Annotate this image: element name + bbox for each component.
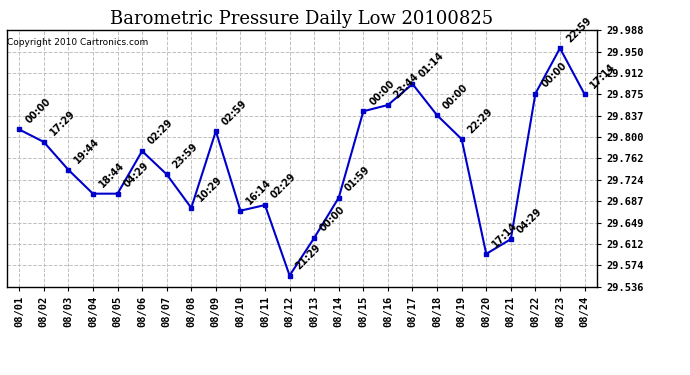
- Text: Copyright 2010 Cartronics.com: Copyright 2010 Cartronics.com: [8, 38, 149, 47]
- Text: 17:29: 17:29: [48, 109, 77, 138]
- Text: 00:00: 00:00: [23, 96, 52, 125]
- Text: 23:59: 23:59: [171, 141, 200, 170]
- Text: 19:44: 19:44: [72, 136, 101, 166]
- Text: 16:14: 16:14: [244, 178, 273, 207]
- Text: 10:29: 10:29: [195, 175, 224, 204]
- Text: 00:00: 00:00: [368, 78, 397, 107]
- Text: 01:14: 01:14: [417, 51, 446, 80]
- Text: 21:29: 21:29: [294, 242, 323, 272]
- Text: 02:59: 02:59: [220, 98, 249, 127]
- Text: 04:29: 04:29: [515, 206, 544, 235]
- Text: 23:44: 23:44: [392, 72, 421, 101]
- Text: 01:59: 01:59: [343, 165, 372, 194]
- Text: 18:44: 18:44: [97, 160, 126, 189]
- Title: Barometric Pressure Daily Low 20100825: Barometric Pressure Daily Low 20100825: [110, 10, 493, 28]
- Text: 00:00: 00:00: [318, 205, 347, 234]
- Text: 22:59: 22:59: [564, 15, 593, 44]
- Text: 00:00: 00:00: [540, 60, 569, 90]
- Text: 00:00: 00:00: [441, 82, 470, 111]
- Text: 02:29: 02:29: [146, 118, 175, 147]
- Text: 04:29: 04:29: [121, 160, 150, 189]
- Text: 17:14: 17:14: [589, 61, 618, 90]
- Text: 22:29: 22:29: [466, 106, 495, 135]
- Text: 02:29: 02:29: [269, 172, 298, 201]
- Text: 17:14: 17:14: [491, 221, 520, 250]
